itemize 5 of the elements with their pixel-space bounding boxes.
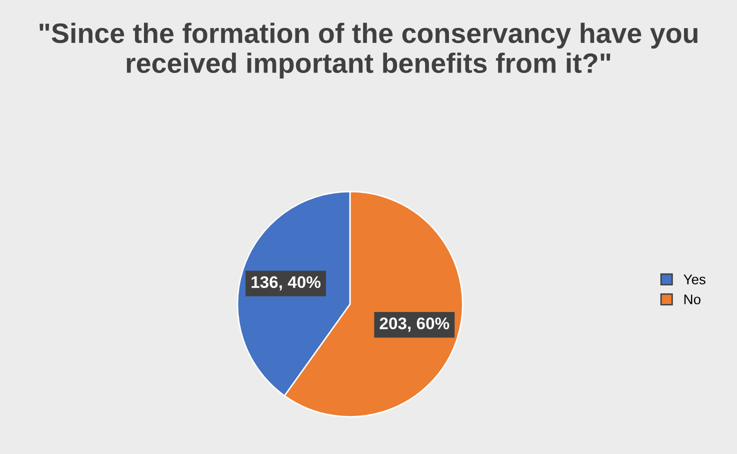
data-label: 136, 40% <box>252 276 321 290</box>
data-label: 203, 60% <box>380 317 450 332</box>
chart-title: "Since the formation of the conservancy have you received important benefits from it?" <box>40 22 698 79</box>
legend-label: Yes <box>684 274 706 284</box>
legend-label: No <box>684 294 700 304</box>
